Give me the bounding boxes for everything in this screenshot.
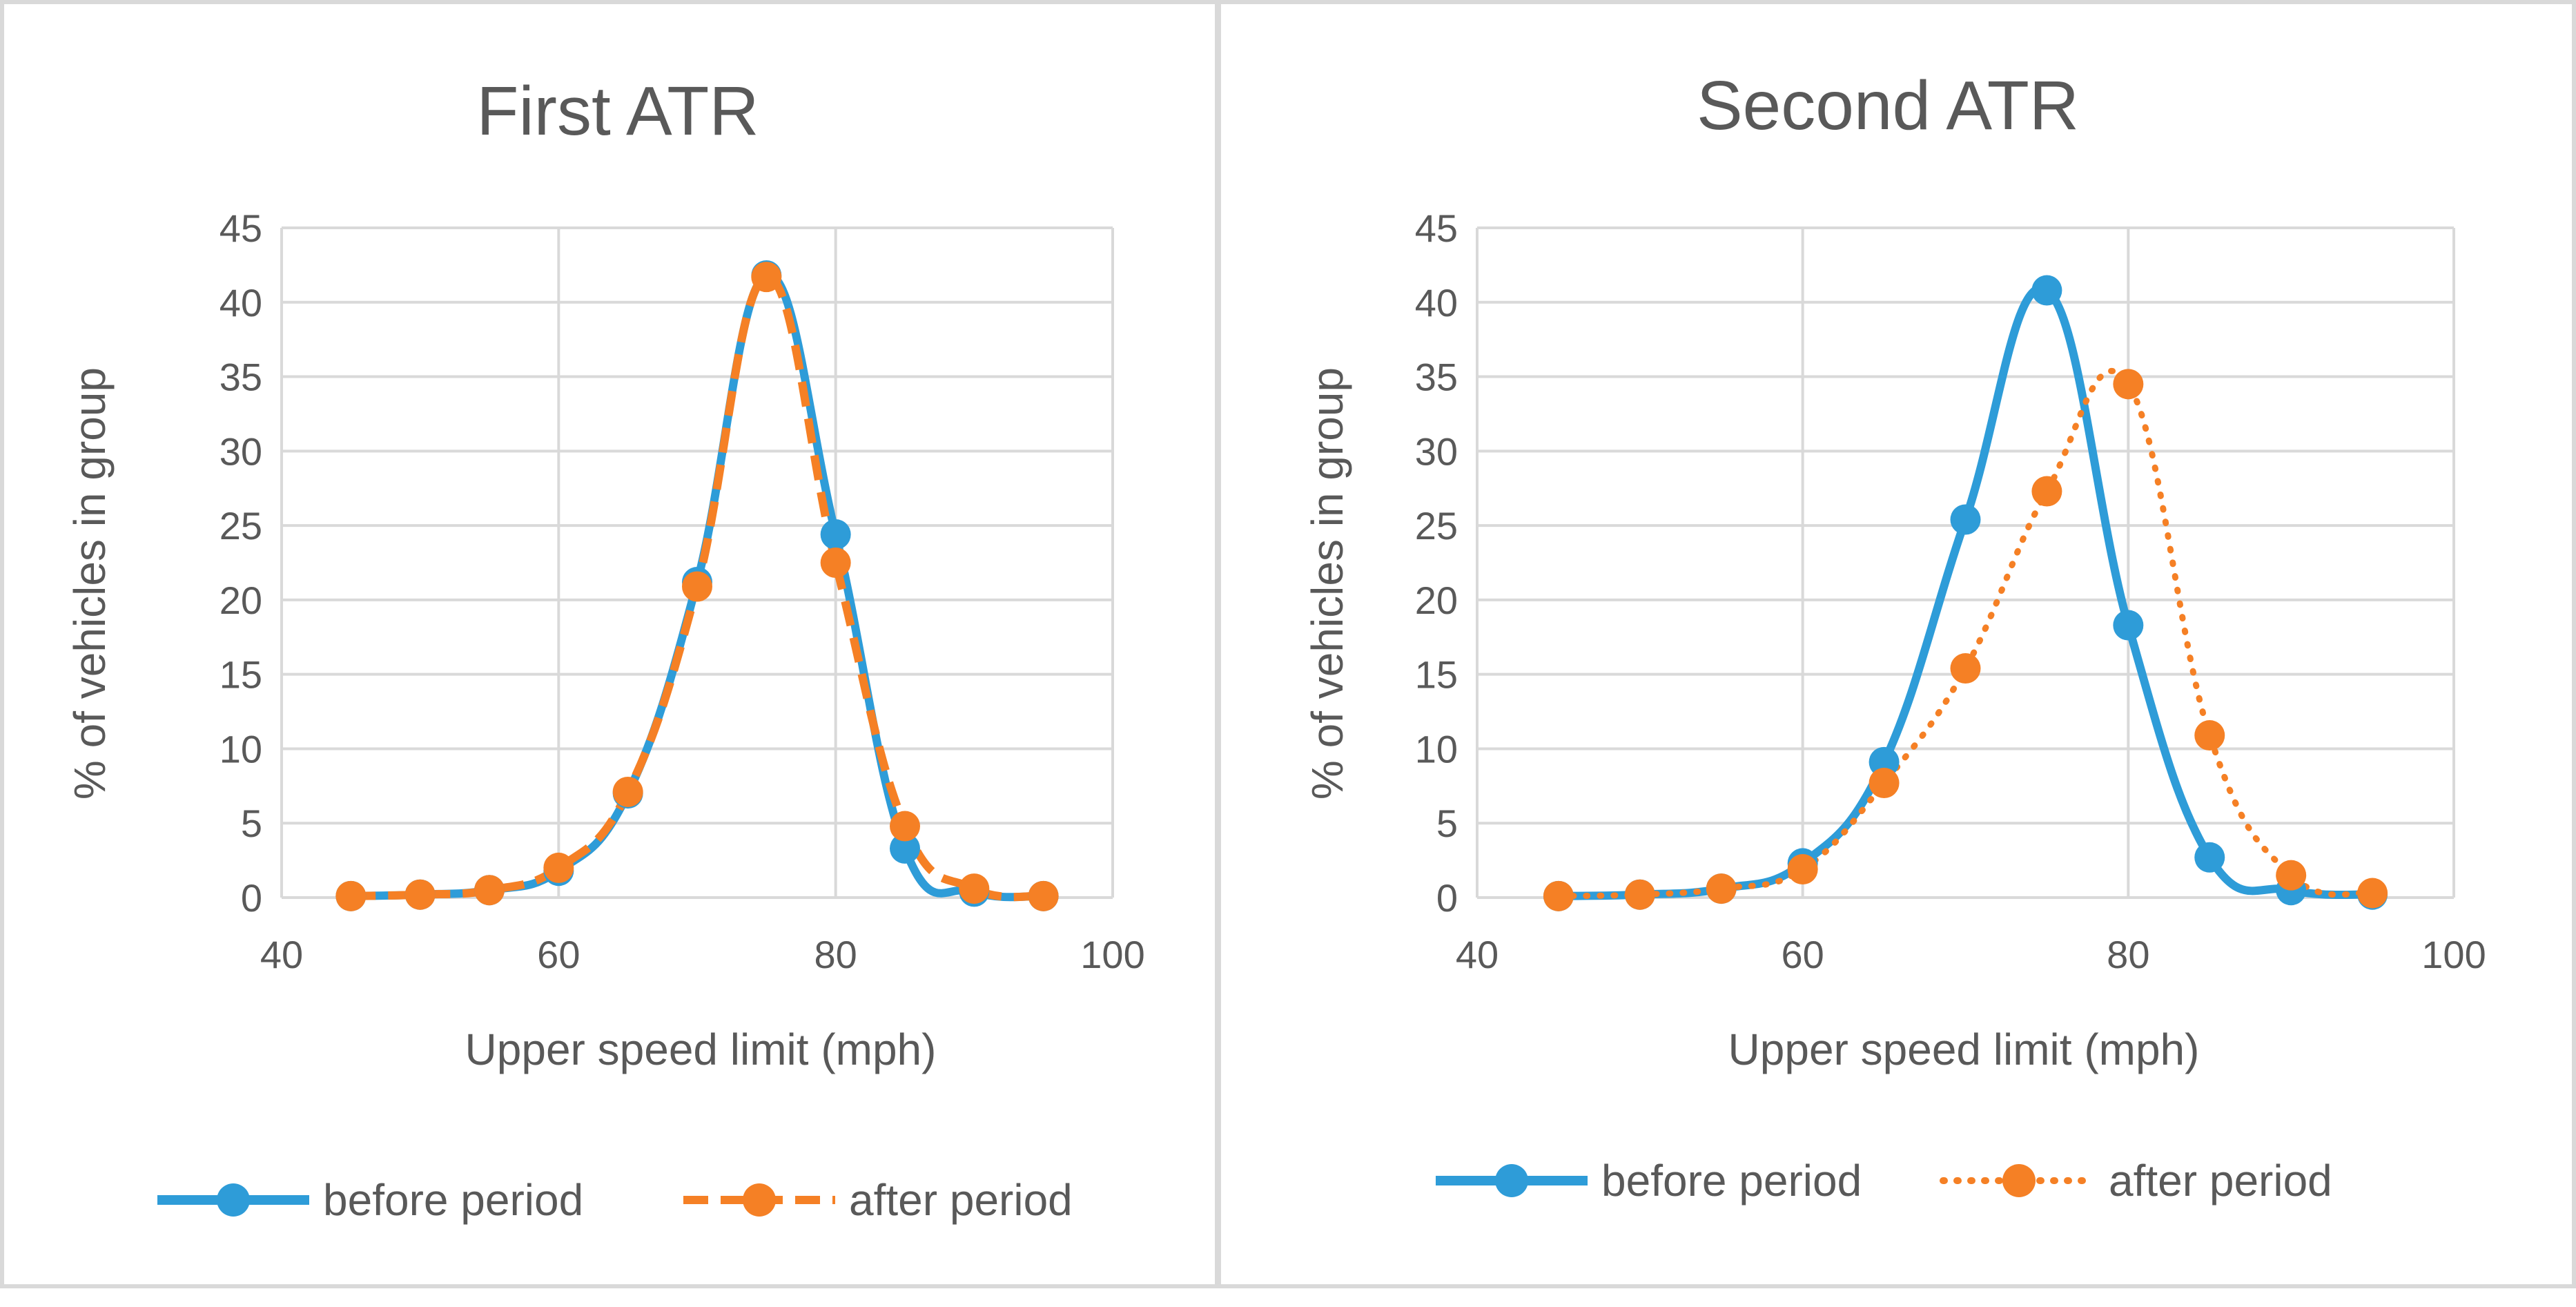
x-tick-label: 60 <box>537 933 580 976</box>
data-point-after-period <box>543 852 574 883</box>
tick-labels: 0 5 10 15 20 25 30 35 40 45 40 60 80 100 <box>219 206 1145 976</box>
data-point-before-period <box>820 519 851 550</box>
data-point-after-period <box>2194 720 2225 751</box>
chart-title: First ATR <box>476 72 759 150</box>
x-tick-label: 80 <box>2107 933 2149 976</box>
panel-border <box>0 0 1219 1288</box>
series-line-after-period <box>1555 368 2376 900</box>
y-tick-label: 5 <box>241 802 262 845</box>
data-point-before-period <box>890 833 920 864</box>
data-point-after-period <box>1787 854 1818 885</box>
data-point-after-period <box>1706 873 1737 904</box>
y-tick-label: 45 <box>1415 206 1458 250</box>
data-point-after-period <box>959 873 990 904</box>
data-point-after-period <box>612 776 643 807</box>
series <box>335 260 1059 911</box>
data-point-before-period <box>1950 504 1981 535</box>
chart-panel-first-atr: First ATR % of vehicles in group Upper s… <box>0 0 1219 1288</box>
legend-label-before-period: before period <box>1601 1156 1862 1206</box>
legend-marker-before <box>217 1183 250 1217</box>
y-tick-label: 45 <box>219 206 262 250</box>
series <box>1543 275 2388 911</box>
legend-item-before-period: before period <box>157 1175 583 1225</box>
panel-border <box>1217 0 2576 1288</box>
data-point-after-period <box>1028 880 1059 911</box>
data-point-after-period <box>474 875 505 906</box>
x-axis-label: Upper speed limit (mph) <box>1728 1025 2200 1074</box>
x-tick-label: 80 <box>814 933 857 976</box>
legend-label-after-period: after period <box>2109 1156 2332 1206</box>
data-point-before-period <box>2031 275 2062 306</box>
data-point-before-period <box>2113 610 2144 641</box>
y-tick-label: 0 <box>241 876 262 920</box>
data-point-before-period <box>2194 842 2225 873</box>
gridlines <box>1476 226 2455 899</box>
legend-label-before-period: before period <box>323 1175 583 1225</box>
legend: before period after period <box>1436 1156 2332 1206</box>
chart-title: Second ATR <box>1697 67 2079 144</box>
data-point-after-period <box>2031 476 2062 507</box>
y-tick-label: 20 <box>1415 579 1458 622</box>
data-point-after-period <box>2113 369 2144 400</box>
data-point-after-period <box>820 548 851 578</box>
x-tick-label: 40 <box>1456 933 1499 976</box>
y-tick-label: 25 <box>1415 504 1458 548</box>
legend-marker-before <box>1495 1164 1528 1197</box>
y-tick-label: 15 <box>1415 653 1458 697</box>
data-point-after-period <box>2276 860 2307 891</box>
data-point-after-period <box>751 262 782 293</box>
series-line-before-period <box>1554 284 2377 900</box>
y-tick-label: 5 <box>1436 802 1458 845</box>
y-tick-label: 10 <box>219 727 262 771</box>
y-tick-label: 0 <box>1436 876 1458 920</box>
x-tick-label: 60 <box>1782 933 1824 976</box>
legend-marker-after <box>2002 1164 2036 1197</box>
data-point-before-period <box>1868 746 1900 777</box>
y-axis-label: % of vehicles in group <box>1302 367 1352 800</box>
chart-panel-second-atr: Second ATR % of vehicles in group Upper … <box>1217 0 2576 1288</box>
x-tick-label: 100 <box>1080 933 1144 976</box>
y-tick-label: 30 <box>219 429 262 473</box>
legend-item-after-period: after period <box>1940 1156 2332 1206</box>
x-tick-label: 100 <box>2421 933 2486 976</box>
legend: before period after period <box>157 1175 1073 1225</box>
data-point-after-period <box>2357 878 2388 909</box>
data-point-after-period <box>1950 653 1981 684</box>
y-axis-label: % of vehicles in group <box>65 367 115 800</box>
legend-label-after-period: after period <box>849 1175 1073 1225</box>
y-tick-label: 40 <box>1415 281 1458 325</box>
data-point-after-period <box>1624 879 1655 910</box>
y-tick-label: 40 <box>219 281 262 325</box>
gridlines <box>280 226 1114 899</box>
data-point-after-period <box>1868 768 1900 799</box>
y-tick-label: 35 <box>219 356 262 399</box>
tick-labels: 0 5 10 15 20 25 30 35 40 45 40 60 80 100 <box>1415 206 2486 976</box>
legend-item-before-period: before period <box>1436 1156 1862 1206</box>
data-point-after-period <box>890 811 920 842</box>
data-point-after-period <box>682 571 712 602</box>
y-tick-label: 20 <box>219 579 262 622</box>
y-tick-label: 30 <box>1415 429 1458 473</box>
data-point-after-period <box>404 879 436 910</box>
y-tick-label: 10 <box>1415 727 1458 771</box>
y-tick-label: 35 <box>1415 356 1458 399</box>
legend-item-after-period: after period <box>683 1175 1073 1225</box>
legend-marker-after <box>743 1183 776 1217</box>
y-tick-label: 25 <box>219 504 262 548</box>
x-axis-label: Upper speed limit (mph) <box>465 1025 937 1074</box>
data-point-after-period <box>335 880 367 911</box>
data-point-after-period <box>1543 880 1574 911</box>
y-tick-label: 15 <box>219 653 262 697</box>
x-tick-label: 40 <box>260 933 303 976</box>
